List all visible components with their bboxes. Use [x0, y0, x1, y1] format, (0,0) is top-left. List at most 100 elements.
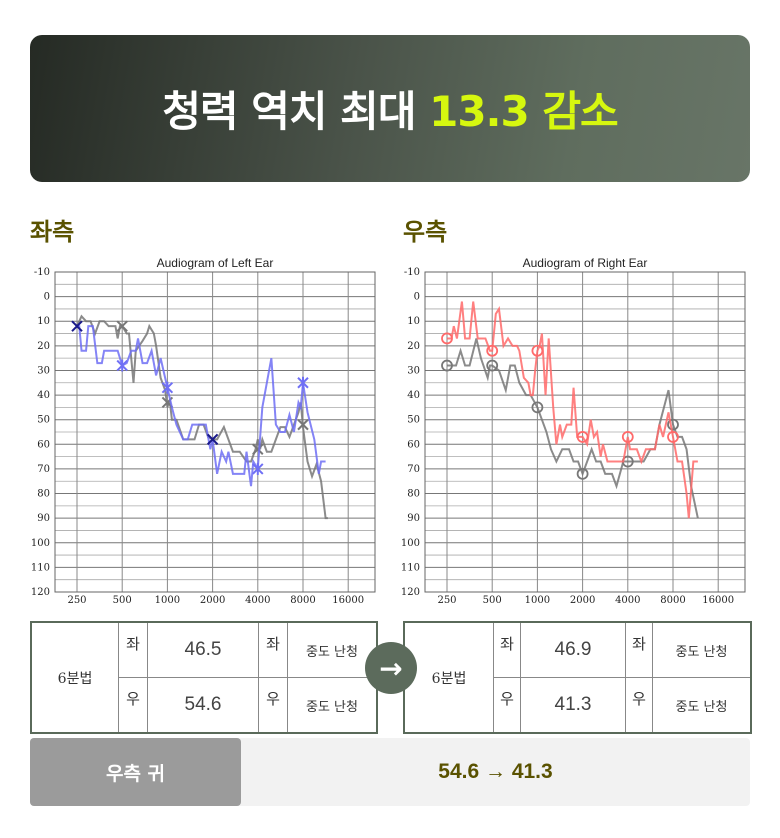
y-tick-label: 10: [407, 316, 420, 327]
method-cell: 6분법: [403, 621, 494, 734]
x-tick-label: 16000: [702, 595, 734, 606]
value-cell: 46.9: [520, 621, 626, 678]
marker-stroke: [116, 320, 128, 332]
left-ear-label: 좌측: [30, 218, 75, 246]
before-table: 6분법 좌 46.5 좌 중도 난청 우 54.6 우 중도 난청: [30, 621, 378, 734]
summary-value: 54.6 → 41.3: [438, 760, 553, 783]
x-tick-label: 500: [113, 595, 132, 606]
side-cell: 우: [493, 677, 521, 734]
y-tick-label: 90: [37, 513, 50, 524]
x-tick-label: 2000: [570, 595, 595, 606]
chart-title: Audiogram of Right Ear: [523, 256, 648, 270]
x-tick-label: 8000: [660, 595, 685, 606]
side-cell: 우: [625, 677, 653, 734]
value-cell: 46.5: [147, 621, 259, 678]
method-cell: 6분법: [30, 621, 119, 734]
y-tick-label: 80: [407, 489, 420, 500]
data-marker-circle: [576, 467, 589, 480]
summary-bar: 우측 귀 54.6 → 41.3: [30, 738, 750, 806]
side-cell: 우: [118, 677, 148, 734]
plot-frame: [424, 271, 746, 593]
side-cell: 좌: [493, 621, 521, 678]
data-marker-asterisk: [116, 359, 128, 372]
marker-stroke: [297, 418, 309, 431]
data-marker-circle: [667, 418, 679, 431]
right-ear-label: 우측: [403, 218, 448, 246]
y-tick-label: 100: [31, 538, 50, 549]
y-tick-label: -10: [404, 267, 420, 278]
data-marker-x: [71, 320, 83, 332]
data-marker-x: [116, 320, 128, 332]
y-tick-label: -10: [34, 267, 50, 278]
grade-cell: 중도 난청: [652, 677, 752, 734]
y-tick-label: 0: [44, 292, 50, 303]
y-tick-label: 80: [37, 489, 50, 500]
y-tick-label: 20: [37, 341, 50, 352]
marker-stroke: [71, 320, 83, 332]
y-tick-label: 120: [31, 587, 50, 598]
data-marker-circle: [576, 431, 589, 443]
banner-highlight: 13.3 감소: [429, 87, 619, 136]
side-cell: 좌: [625, 621, 653, 678]
data-marker-circle: [667, 431, 679, 443]
summary-label: 우측 귀: [30, 738, 241, 806]
summary-banner: 청력 역치 최대 13.3 감소: [30, 35, 750, 182]
y-tick-label: 60: [407, 439, 420, 450]
data-marker-circle: [531, 344, 544, 357]
right-audiogram: Audiogram of Right Ear -10 0 10 20 30 40 50 60 70…: [401, 256, 746, 606]
x-tick-label: 250: [67, 595, 86, 606]
data-marker-asterisk: [297, 376, 309, 389]
x-tick-label: 4000: [615, 595, 640, 606]
x-tick-label: 1000: [155, 595, 180, 606]
grade-cell: 중도 난청: [287, 677, 378, 734]
data-marker-circle: [486, 344, 499, 357]
series-line-current: [77, 325, 326, 487]
y-tick-label: 10: [37, 316, 50, 327]
y-tick-label: 0: [414, 292, 420, 303]
data-marker-asterisk: [161, 381, 174, 394]
x-tick-label: 1000: [525, 595, 550, 606]
data-marker-circle: [441, 332, 453, 345]
arrow-right-icon: →: [365, 642, 417, 694]
data-marker-x: [206, 433, 219, 446]
x-tick-label: 4000: [245, 595, 270, 606]
x-tick-label: 250: [437, 595, 456, 606]
y-tick-label: 30: [37, 365, 50, 376]
marker-stroke: [252, 443, 264, 455]
y-tick-label: 70: [407, 464, 420, 475]
data-marker-asterisk: [252, 462, 264, 475]
y-tick-label: 60: [37, 439, 50, 450]
data-marker-x: [297, 418, 309, 431]
y-tick-label: 40: [407, 390, 420, 401]
data-marker-circle: [531, 401, 544, 414]
y-tick-label: 50: [407, 415, 420, 426]
y-tick-label: 120: [401, 587, 420, 598]
chart-title: Audiogram of Left Ear: [157, 256, 274, 270]
data-marker-circle: [441, 359, 453, 372]
plot-frame: [54, 271, 376, 593]
data-marker-circle: [621, 431, 634, 443]
grade-cell: 중도 난청: [652, 621, 752, 678]
y-tick-label: 70: [37, 464, 50, 475]
x-tick-label: 2000: [200, 595, 225, 606]
banner-title: 청력 역치 최대 13.3 감소: [162, 87, 619, 136]
x-tick-label: 500: [483, 595, 502, 606]
value-cell: 54.6: [147, 677, 259, 734]
x-tick-label: 16000: [332, 595, 364, 606]
y-tick-label: 100: [401, 538, 420, 549]
value-cell: 41.3: [520, 677, 626, 734]
y-tick-label: 40: [37, 390, 50, 401]
x-tick-label: 8000: [290, 595, 315, 606]
y-tick-label: 30: [407, 365, 420, 376]
y-tick-label: 110: [31, 562, 50, 573]
side-cell: 좌: [118, 621, 148, 678]
series-line-current: [447, 301, 698, 519]
after-table: 6분법 좌 46.9 좌 중도 난청 우 41.3 우 중도 난청: [403, 621, 752, 734]
side-cell: 좌: [258, 621, 288, 678]
y-tick-label: 110: [401, 562, 420, 573]
y-tick-label: 90: [407, 513, 420, 524]
data-marker-circle: [486, 359, 499, 372]
marker-stroke: [206, 433, 219, 446]
y-tick-label: 50: [37, 415, 50, 426]
left-audiogram: Audiogram of Left Ear -10 0 10 20 30 40 50 60 70 8…: [31, 256, 376, 606]
